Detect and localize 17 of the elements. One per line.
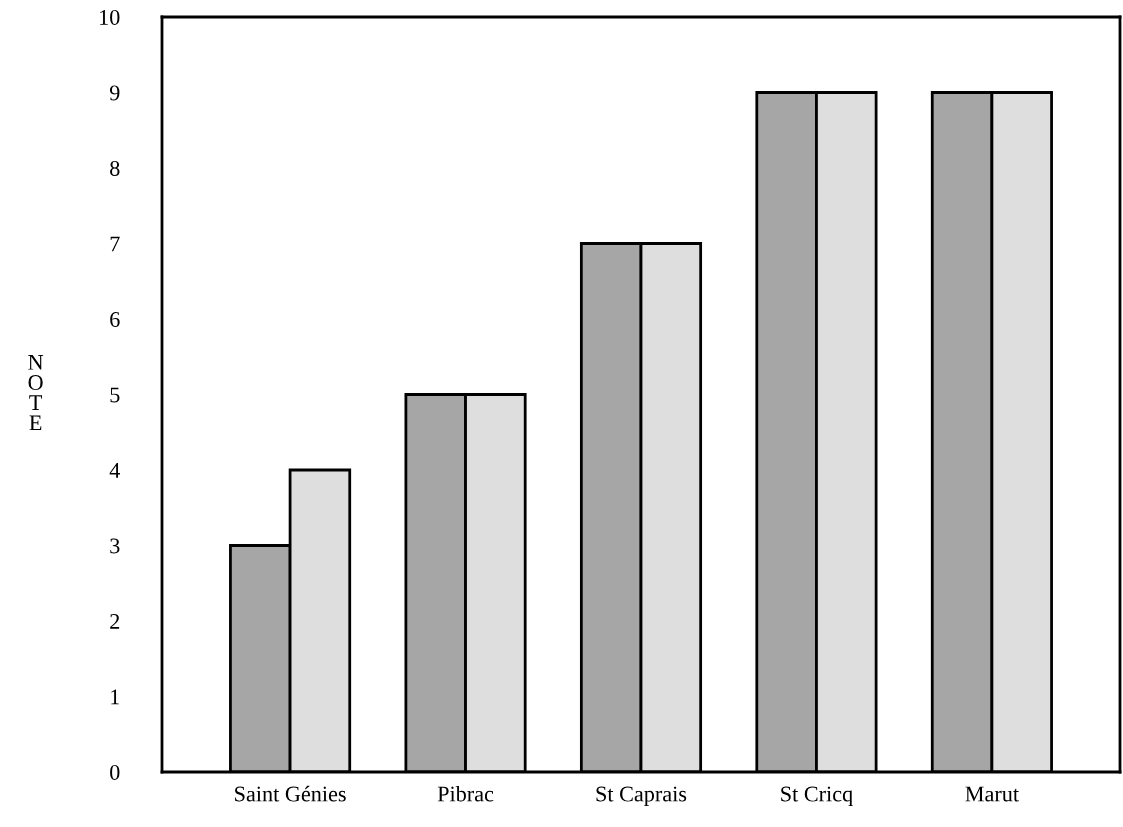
y-tick-label: 7 [110, 236, 120, 252]
y-axis-title: NOTE [28, 355, 44, 431]
y-tick-label: 2 [110, 613, 120, 629]
y-tick-label: 9 [109, 85, 120, 101]
y-tick-label: 10 [100, 9, 120, 25]
y-tick-label: 5 [110, 387, 120, 403]
y-tick-label: 1 [111, 689, 119, 705]
y-tick-label: 0 [110, 764, 120, 780]
y-tick-label: 8 [110, 160, 120, 176]
x-tick-label: Saint Génies [235, 785, 346, 802]
x-tick-label: St Caprais [596, 786, 687, 807]
x-tick-label: Pibrac [437, 785, 494, 802]
x-tick-label: St Cricq [781, 786, 853, 807]
y-tick-label: 4 [109, 463, 120, 478]
y-tick-label: 6 [110, 311, 120, 327]
y-tick-label: 3 [110, 538, 120, 554]
x-tick-label: Marut [965, 786, 1019, 802]
